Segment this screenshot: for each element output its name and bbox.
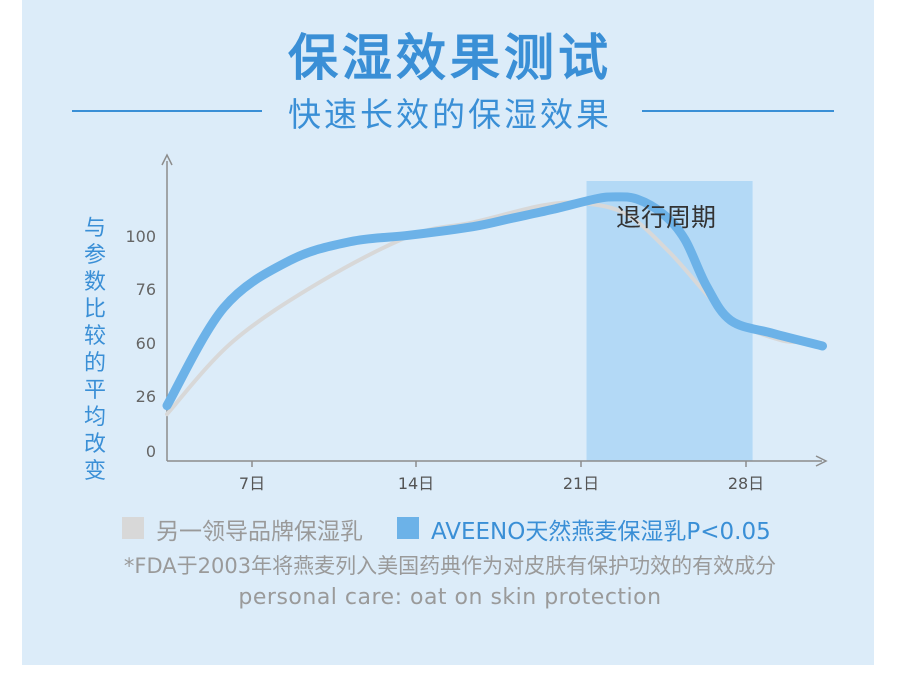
- x-axis-arrow: [815, 455, 828, 467]
- legend-swatch-other: [122, 517, 144, 539]
- legend-swatch-aveeno: [397, 517, 419, 539]
- y-tick-label-1: 76: [136, 280, 156, 299]
- y-tick-label-3: 26: [136, 387, 156, 406]
- y-axis-label-char-5: 的: [83, 351, 106, 376]
- y-axis-label-char-7: 均: [83, 405, 106, 430]
- y-axis-label-char-6: 平: [83, 378, 106, 403]
- x-tick-label-0: 7日: [239, 474, 265, 493]
- x-tick-label-3: 28日: [728, 474, 764, 493]
- x-tick-label-2: 21日: [563, 474, 599, 493]
- page-title: 保湿效果测试: [288, 29, 612, 87]
- y-axis-label: 与参数比较的平均改变: [80, 215, 110, 485]
- legend: 另一领导品牌保湿乳 AVEENO天然燕麦保湿乳P<0.05: [0, 512, 900, 546]
- legend-label-other: 另一领导品牌保湿乳: [156, 519, 363, 545]
- y-axis-label-char-9: 变: [83, 459, 106, 484]
- moisture-line-chart: 100 76 60 26 0 7日 14日 21日 28日 退行周期: [125, 153, 828, 493]
- subtitle-rule-left: [72, 110, 262, 112]
- y-tick-label-2: 60: [136, 334, 156, 353]
- y-tick-label-0: 100: [125, 227, 156, 246]
- subtitle-rule-right: [642, 110, 834, 112]
- subtitle-banner: 快速长效的保湿效果: [0, 88, 900, 134]
- y-axis-label-char-2: 数: [83, 270, 106, 295]
- y-axis-label-char-8: 改: [83, 432, 106, 457]
- y-axis-label-char-0: 与: [83, 216, 106, 241]
- footnote: *FDA于2003年将燕麦列入美国药典作为对皮肤有保护功效的有效成分: [123, 554, 777, 578]
- y-axis-label-char-1: 参: [83, 243, 106, 268]
- y-axis-arrow: [161, 153, 173, 166]
- x-tick-label-1: 14日: [398, 474, 434, 493]
- y-axis-label-char-3: 比: [83, 297, 106, 322]
- page-subtitle: 快速长效的保湿效果: [288, 95, 612, 134]
- series-line-aveeno: [162, 192, 827, 411]
- y-axis-label-char-4: 较: [83, 324, 106, 349]
- y-tick-label-4: 0: [146, 442, 156, 461]
- regression-period-label: 退行周期: [616, 203, 716, 232]
- footnote-english: personal care: oat on skin protection: [238, 585, 662, 610]
- legend-label-aveeno: AVEENO天然燕麦保湿乳P<0.05: [431, 519, 771, 545]
